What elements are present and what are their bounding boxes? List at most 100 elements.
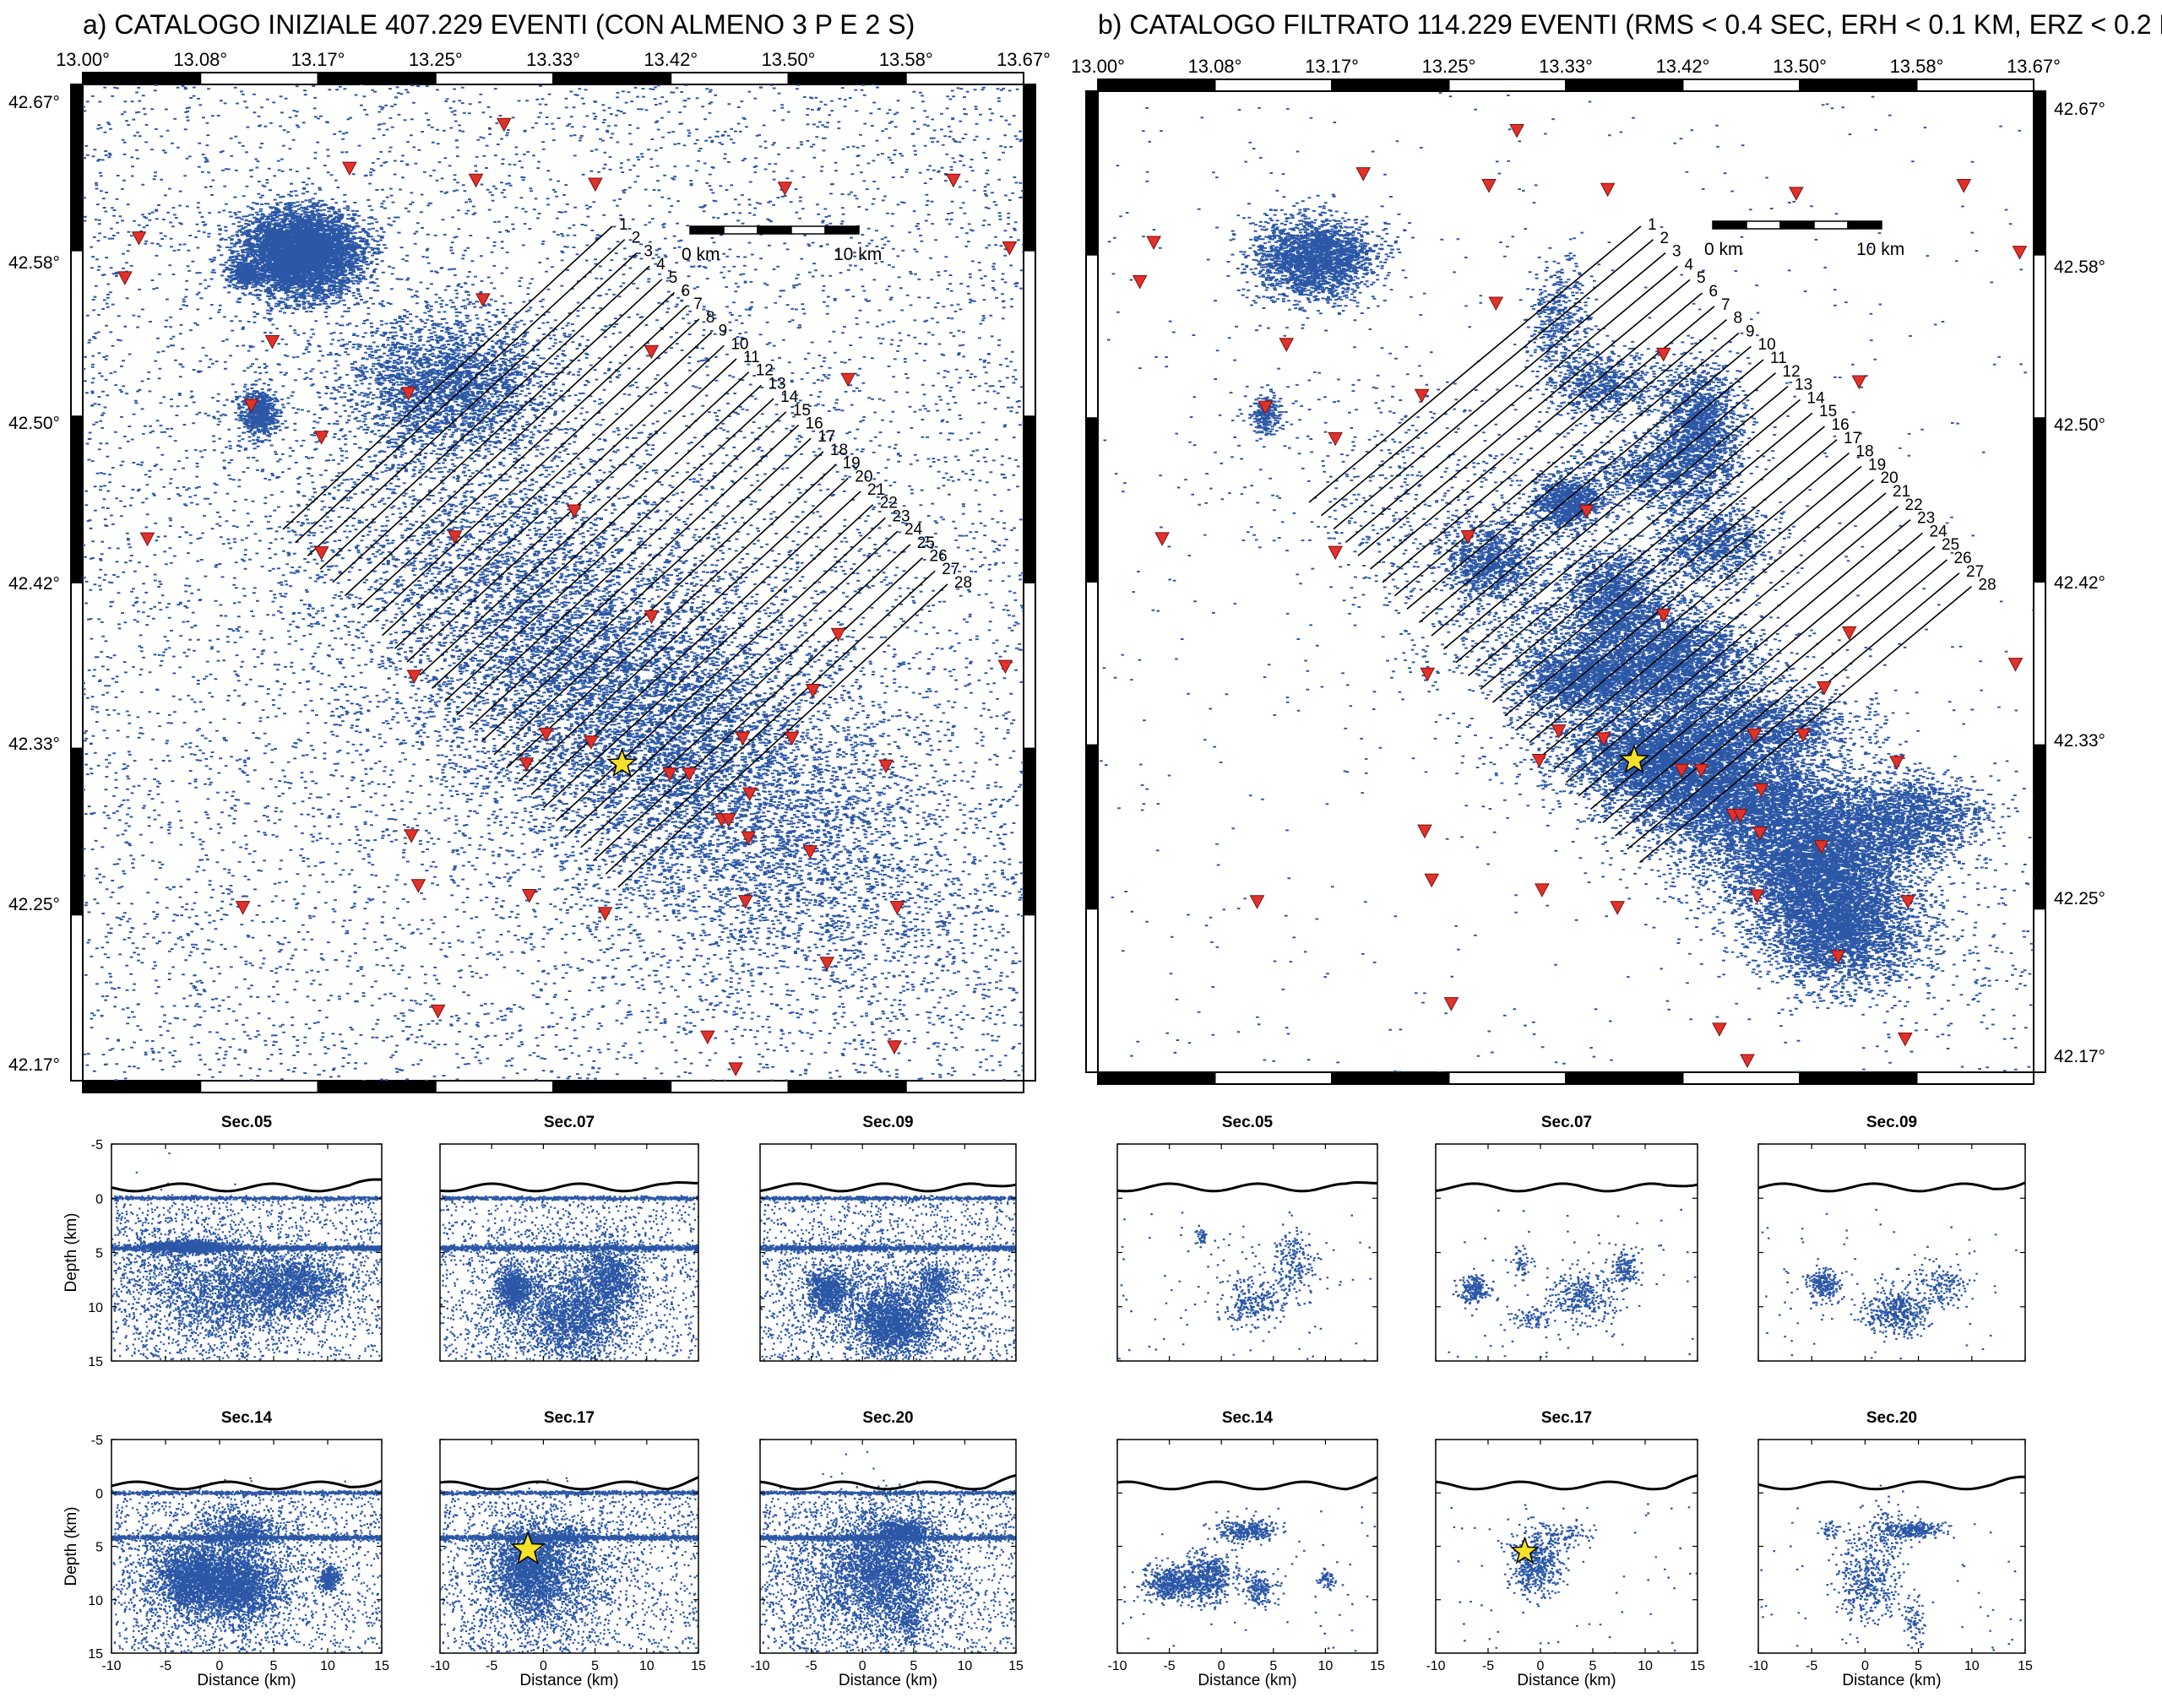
seismic-station-icon <box>1852 376 1866 388</box>
x-axis-label: Distance (km) <box>197 1672 296 1689</box>
section-line <box>494 452 823 755</box>
section-events <box>723 1196 1018 1435</box>
seismic-station-icon <box>2013 247 2026 259</box>
lon-tick-label: 13.67° <box>997 49 1051 70</box>
section-label: 28 <box>1979 577 1996 594</box>
y-tick-label: 5 <box>95 1247 103 1261</box>
section-frame <box>1117 1144 1377 1361</box>
seismic-station-icon <box>1482 180 1496 192</box>
frame-segment-right <box>2034 255 2045 419</box>
x-tick-label: -5 <box>486 1659 497 1673</box>
lon-tick-label: 13.50° <box>1773 56 1827 77</box>
x-tick-label: -5 <box>160 1659 171 1673</box>
scale-label-start: 0 km <box>1704 240 1743 259</box>
seismic-station-icon <box>1535 884 1549 897</box>
event-dots <box>1122 1507 1377 1651</box>
scale-bar-segment <box>791 226 825 234</box>
frame-segment-bottom <box>200 1081 318 1093</box>
frame-segment-right <box>1024 583 1035 749</box>
x-tick-label: -10 <box>1107 1659 1127 1673</box>
cross-section-b-sec09: Sec.09 <box>1753 1114 2027 1361</box>
y-tick-label: 0 <box>95 1192 103 1206</box>
scale-label-end: 10 km <box>834 245 882 264</box>
lat-tick-label: 42.42° <box>2054 573 2105 593</box>
seismic-station-icon <box>947 174 960 187</box>
section-frame <box>1758 1144 2025 1361</box>
topography-line <box>760 1475 1016 1488</box>
frame-segment-bottom <box>906 1081 1024 1093</box>
seismic-station-icon <box>1002 242 1016 255</box>
scale-bar: 0 km 10 km <box>682 226 882 264</box>
section-label: 7 <box>693 296 703 313</box>
lon-tick-label: 13.33° <box>526 49 580 70</box>
frame-segment-top <box>1800 79 1917 91</box>
scale-bar-segment <box>758 226 791 234</box>
lat-tick-label: 42.58° <box>8 253 60 273</box>
seismic-station-icon <box>888 1041 901 1054</box>
lon-tick-label: 13.25° <box>1422 56 1476 77</box>
event-dots <box>1760 1486 2021 1653</box>
frame-segment-bottom <box>1800 1072 1917 1084</box>
panel-title: a) CATALOGO INIZIALE 407.229 EVENTI (CON… <box>83 9 915 40</box>
map-frame <box>1086 79 2045 1084</box>
seismic-station-icon <box>1790 187 1803 200</box>
seismic-station-icon <box>1751 890 1764 903</box>
x-tick-label: 10 <box>958 1659 973 1673</box>
seismic-station-icon <box>589 178 602 191</box>
seismic-station-icon <box>1611 902 1624 914</box>
section-title: Sec.05 <box>221 1114 273 1131</box>
frame-segment-right <box>2034 908 2045 1072</box>
map-panel-a: a) CATALOGO INIZIALE 407.229 EVENTI (CON… <box>8 9 1051 1093</box>
section-frame <box>1436 1144 1698 1361</box>
x-tick-label: 15 <box>1690 1659 1705 1673</box>
section-events <box>1118 1212 1372 1360</box>
panel-title: b) CATALOGO FILTRATO 114.229 EVENTI (RMS… <box>1098 9 2162 40</box>
event-dots <box>437 1478 700 1694</box>
y-tick-label: -5 <box>91 1138 103 1152</box>
seismic-station-icon <box>1533 754 1546 767</box>
seismic-station-icon <box>807 684 820 697</box>
cross-section-a-sec07: Sec.07 <box>415 1114 701 1390</box>
x-axis-label: Distance (km) <box>839 1672 937 1689</box>
frame-segment-left <box>71 251 83 417</box>
seismic-station-icon <box>1328 546 1342 559</box>
seismic-station-icon <box>729 1063 742 1076</box>
scale-bar-segment <box>724 226 758 234</box>
seismic-station-icon <box>432 1005 445 1017</box>
section-title: Sec.17 <box>1541 1409 1592 1427</box>
x-tick-label: 10 <box>1964 1659 1980 1673</box>
frame-segment-bottom <box>1098 1072 1215 1084</box>
event-dots <box>1448 1210 1697 1357</box>
section-events <box>1448 1210 1697 1357</box>
frame-segment-bottom <box>671 1081 788 1093</box>
topography-line <box>111 1179 382 1191</box>
event-dots <box>83 84 1025 1081</box>
x-tick-label: -10 <box>101 1659 121 1673</box>
x-tick-label: -5 <box>1163 1659 1175 1673</box>
y-tick-label: 10 <box>88 1301 103 1315</box>
x-tick-label: 15 <box>374 1659 389 1673</box>
frame-segment-top <box>1215 79 1333 91</box>
lat-tick-label: 42.33° <box>2054 731 2105 751</box>
lon-tick-label: 13.17° <box>291 49 345 70</box>
seismic-station-icon <box>1251 896 1264 908</box>
lat-tick-label: 42.67° <box>2054 100 2105 119</box>
frame-segment-left <box>1086 255 1098 419</box>
section-events <box>1760 1486 2021 1653</box>
frame-segment-top <box>906 73 1024 84</box>
x-tick-label: -10 <box>1748 1659 1768 1673</box>
section-title: Sec.17 <box>544 1409 595 1427</box>
section-label: 1 <box>1648 216 1657 234</box>
seismic-station-icon <box>1510 124 1524 137</box>
section-title: Sec.05 <box>1222 1114 1274 1131</box>
seismic-station-icon <box>1957 180 1970 192</box>
x-tick-label: -10 <box>1426 1659 1445 1673</box>
frame-segment-bottom <box>1683 1072 1801 1084</box>
seismic-station-icon <box>1133 275 1147 288</box>
seismic-station-icon <box>1817 681 1831 694</box>
section-events <box>437 1478 700 1694</box>
